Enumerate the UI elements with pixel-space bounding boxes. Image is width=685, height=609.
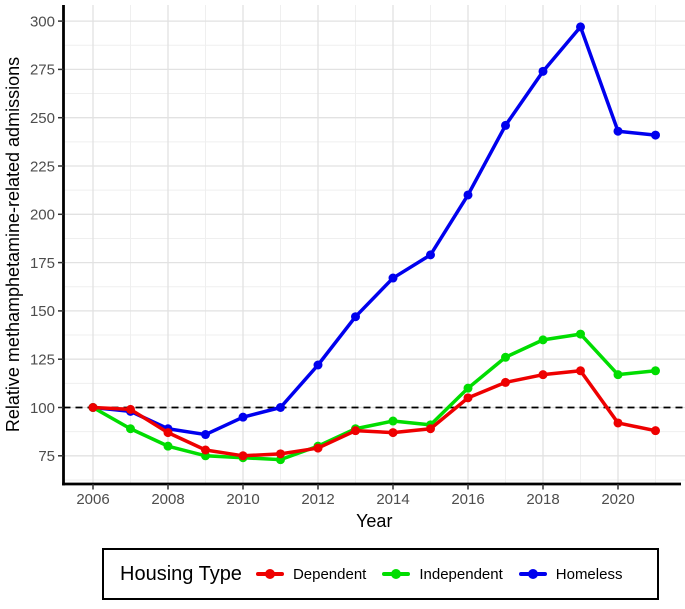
homeless-line-marker-icon [518, 567, 547, 581]
y-tick-label: 175 [30, 255, 55, 272]
data-point-dependent-2018 [538, 370, 548, 380]
series-homeless [88, 22, 660, 440]
data-point-independent-2014 [388, 416, 398, 426]
dependent-line-marker-icon [255, 567, 284, 581]
data-point-dependent-2009 [201, 445, 210, 455]
data-point-independent-2019 [576, 329, 585, 339]
data-point-dependent-2020 [613, 418, 623, 428]
data-point-dependent-2014 [388, 428, 398, 438]
data-point-dependent-2013 [351, 426, 360, 436]
data-point-dependent-2016 [463, 393, 473, 403]
data-point-dependent-2019 [576, 366, 585, 376]
data-point-dependent-2021 [651, 426, 660, 436]
x-tick-label: 2020 [601, 491, 634, 508]
data-point-independent-2007 [126, 424, 135, 434]
data-point-dependent-2017 [501, 377, 510, 387]
independent-line-marker-icon [382, 567, 411, 581]
x-tick-label: 2012 [301, 491, 334, 508]
axis-lines [62, 5, 681, 486]
legend-title: Housing Type [120, 562, 242, 585]
data-point-independent-2017 [501, 352, 510, 362]
data-point-independent-2018 [538, 335, 548, 345]
data-point-dependent-2006 [88, 403, 98, 412]
minor-gridlines [63, 5, 685, 484]
data-point-dependent-2007 [126, 404, 135, 414]
legend-label-homeless: Homeless [555, 565, 623, 583]
tick-labels: 75 100 125 150 175 200 225 250 275 300 2006 2008 201… [30, 13, 635, 508]
y-axis-title: Relative methamphetamine-related admissi… [3, 57, 23, 432]
data-point-homeless-2018 [538, 66, 548, 76]
data-point-homeless-2014 [388, 273, 398, 283]
series-dependent [88, 366, 660, 461]
y-tick-label: 275 [30, 62, 55, 79]
legend-label-independent: Independent [419, 565, 503, 583]
major-gridlines [63, 5, 685, 484]
data-point-dependent-2008 [163, 428, 173, 438]
data-point-homeless-2011 [276, 403, 285, 412]
data-point-homeless-2009 [201, 430, 210, 440]
data-point-dependent-2011 [276, 449, 285, 459]
y-tick-label: 250 [30, 110, 55, 127]
y-tick-label: 225 [30, 158, 55, 175]
line-chart-canvas: 75 100 125 150 175 200 225 250 275 300 2006 2008 201… [3, 5, 685, 531]
data-point-homeless-2019 [576, 22, 585, 32]
legend-item-dependent: Dependent [255, 565, 367, 583]
y-tick-label: 100 [30, 400, 55, 417]
x-tick-label: 2018 [526, 491, 559, 508]
data-point-homeless-2020 [613, 126, 623, 136]
x-tick-label: 2006 [76, 491, 109, 508]
data-point-homeless-2010 [238, 412, 248, 422]
legend-box: Housing Type Dependent Independent Homel… [102, 548, 659, 600]
x-tick-label: 2016 [451, 491, 484, 508]
data-point-independent-2021 [651, 366, 660, 376]
data-point-homeless-2015 [426, 250, 435, 260]
y-tick-label: 200 [30, 207, 55, 224]
tick-marks [58, 20, 619, 490]
data-point-independent-2020 [613, 370, 623, 380]
legend-item-independent: Independent [382, 565, 503, 583]
x-axis-title: Year [356, 511, 392, 531]
y-tick-label: 125 [30, 351, 55, 368]
x-tick-label: 2014 [376, 491, 409, 508]
data-point-homeless-2013 [351, 312, 360, 322]
data-point-independent-2016 [463, 383, 473, 393]
x-tick-label: 2008 [151, 491, 184, 508]
data-point-dependent-2015 [426, 424, 435, 434]
data-point-homeless-2016 [463, 190, 473, 200]
data-point-homeless-2021 [651, 130, 660, 140]
y-tick-label: 150 [30, 303, 55, 320]
legend-label-dependent: Dependent [292, 565, 367, 583]
data-point-homeless-2012 [313, 360, 323, 370]
data-point-homeless-2017 [501, 120, 510, 130]
legend-item-homeless: Homeless [518, 565, 623, 583]
series-independent [88, 329, 660, 465]
data-point-independent-2008 [163, 441, 173, 451]
y-tick-label: 75 [38, 448, 55, 465]
data-point-dependent-2012 [313, 443, 323, 453]
y-tick-label: 300 [30, 13, 55, 30]
x-tick-label: 2010 [226, 491, 259, 508]
data-point-dependent-2010 [238, 451, 248, 461]
